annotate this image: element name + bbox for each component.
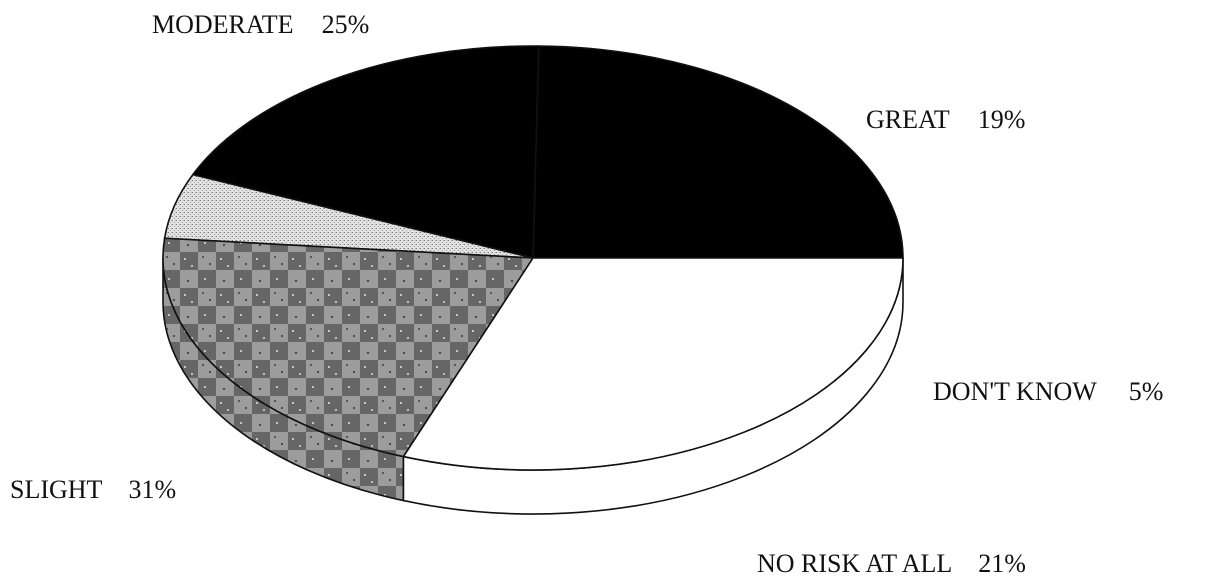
slice-label-pct: 21% [978,549,1026,578]
slice-label-4: SLIGHT 31% [10,475,176,504]
slice-label-name: GREAT [866,105,950,134]
slice-label-name: DON'T KNOW [933,377,1097,406]
pie-slice-1 [192,45,540,259]
slice-label-pct: 25% [322,10,370,39]
slice-label-3: NO RISK AT ALL 21% [757,549,1026,578]
pie-slice-0 [532,45,904,259]
slice-label-pct: 31% [128,475,176,504]
slice-label-name: NO RISK AT ALL [757,549,952,578]
slice-label-name: SLIGHT [10,475,103,504]
pie-slice-3 [162,237,534,458]
slice-label-1: GREAT 19% [866,105,1025,134]
slice-label-pct: 19% [978,105,1026,134]
pie-slice-4 [402,257,904,471]
slice-label-name: MODERATE [152,10,294,39]
slice-label-2: DON'T KNOW 5% [933,377,1163,406]
slice-label-0: MODERATE 25% [152,10,369,39]
slice-label-pct: 5% [1129,377,1164,406]
